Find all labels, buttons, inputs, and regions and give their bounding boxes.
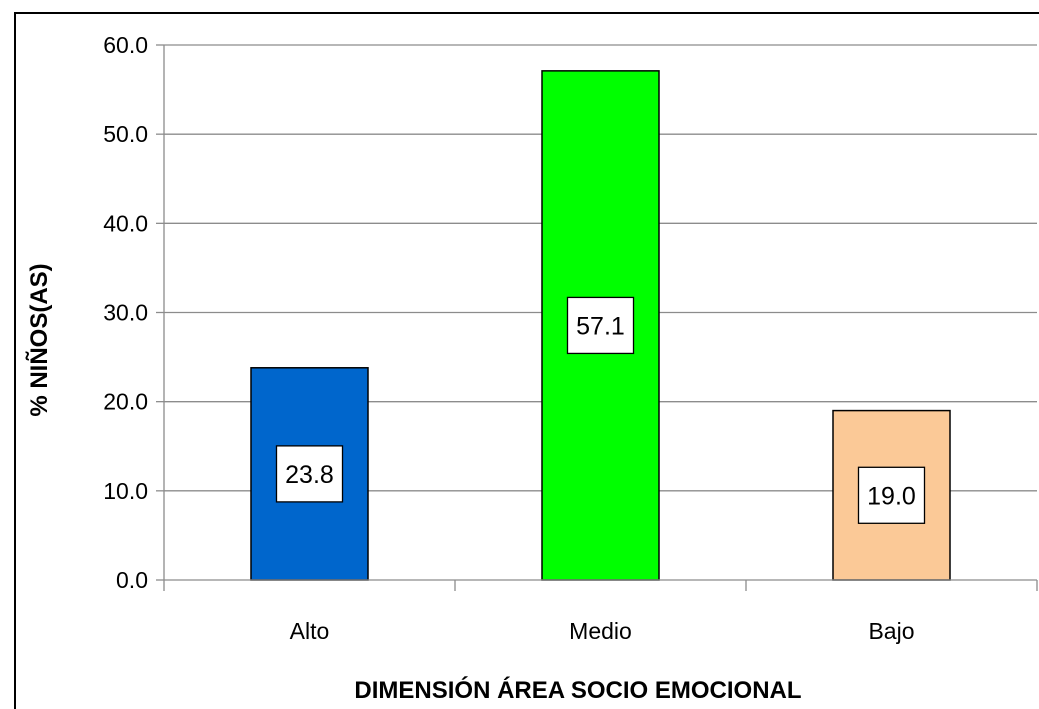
data-label: 23.8 [285, 461, 334, 489]
y-axis-title: % NIÑOS(AS) [25, 263, 53, 416]
category-label: Medio [569, 618, 632, 644]
y-tick-label: 20.0 [103, 389, 148, 415]
data-label-box [566, 296, 635, 355]
data-label: 57.1 [576, 312, 625, 340]
y-tick-label: 0.0 [116, 567, 148, 593]
chart-frame [14, 12, 1039, 709]
category-label: Bajo [868, 618, 914, 644]
data-label-box [275, 445, 344, 503]
bars [250, 70, 951, 581]
category-label: Alto [290, 618, 330, 644]
y-tick-label: 40.0 [103, 210, 148, 236]
x-axis-categories: Alto Medio Bajo [290, 618, 915, 644]
data-labels: 23.8 57.1 19.0 [275, 296, 926, 524]
data-label: 19.0 [867, 482, 916, 510]
y-axis-ticks: 0.0 10.0 20.0 30.0 40.0 50.0 60.0 [103, 32, 164, 593]
axes [163, 45, 1038, 591]
y-tick-label: 30.0 [103, 300, 148, 326]
x-axis-title: DIMENSIÓN ÁREA SOCIO EMOCIONAL [354, 676, 801, 704]
y-tick-label: 10.0 [103, 478, 148, 504]
y-tick-label: 60.0 [103, 32, 148, 58]
y-tick-label: 50.0 [103, 121, 148, 147]
data-label-box [857, 466, 926, 524]
